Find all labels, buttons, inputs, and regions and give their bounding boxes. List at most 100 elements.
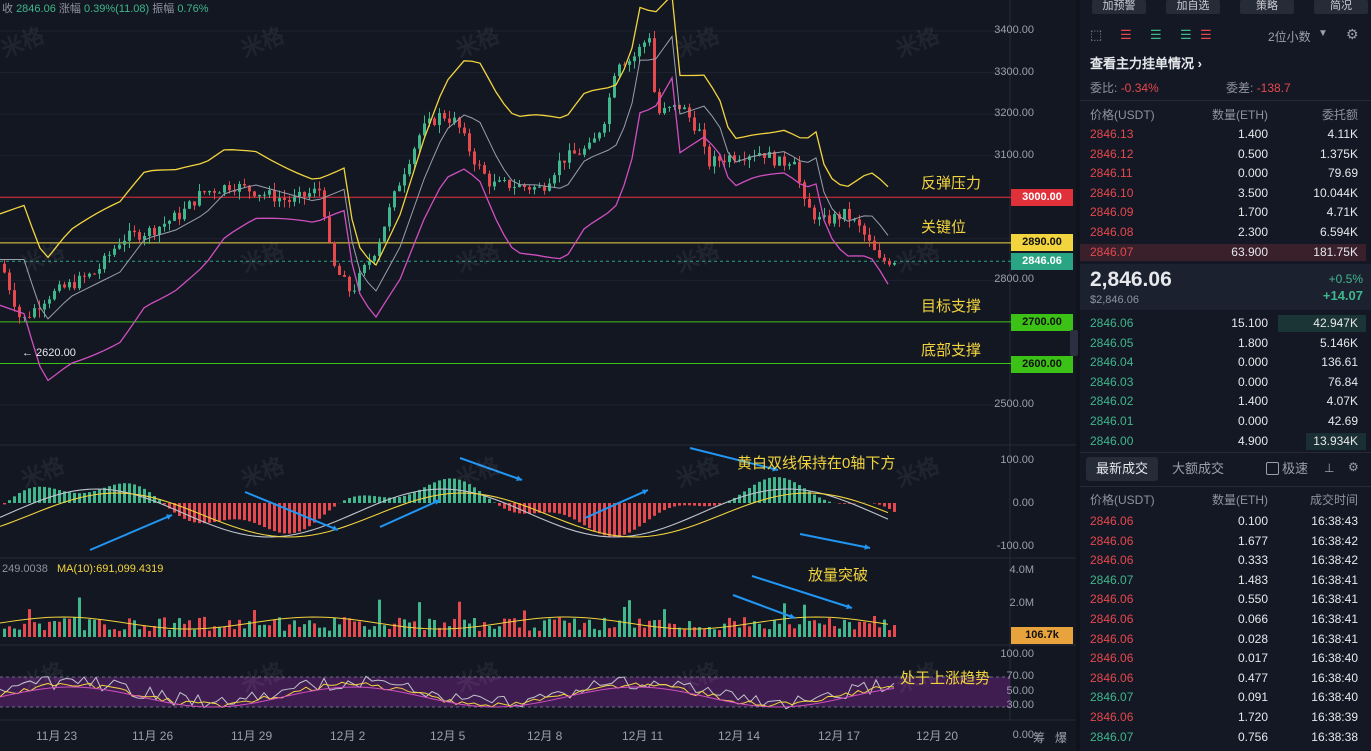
price-cell: 2846.06 [1090,514,1134,528]
macd-bar [233,503,236,520]
trade-row[interactable]: 2846.06 0.333 16:38:42 [1080,551,1366,570]
volume-bar [658,619,661,637]
view-asks-icon[interactable]: ☰ [1200,27,1212,42]
strategy-button[interactable]: 策略 [1240,0,1294,14]
macd-bar [3,503,6,505]
bid-row[interactable]: 2846.06 15.100 42.947K [1080,314,1366,333]
volume-bar [523,610,526,637]
tab-latest-trades[interactable]: 最新成交 [1086,457,1158,481]
volume-info: 249.0038 [2,563,48,575]
bid-row[interactable]: 2846.03 0.000 76.84 [1080,373,1366,392]
candle-body [883,257,886,262]
volume-bar [648,620,651,637]
ask-row[interactable]: 2846.11 0.000 79.69 [1080,164,1366,183]
view-both-icon[interactable]: ☰ [1120,27,1132,42]
price-axis-label: 3100.00 [994,149,1034,161]
volume-bar [678,627,681,637]
overview-button[interactable]: 简况 [1314,0,1368,14]
ask-row[interactable]: 2846.09 1.700 4.71K [1080,203,1366,222]
amount-cell: 0.550 [1237,592,1268,607]
volume-bar [798,624,801,637]
precision-select[interactable]: 2位小数 [1268,30,1311,44]
add-watchlist-button[interactable]: 加自选 [1166,0,1220,14]
volume-bar [703,628,706,637]
macd-bar [93,490,96,503]
macd-bar [538,503,541,513]
trade-row[interactable]: 2846.06 0.477 16:38:40 [1080,669,1366,688]
bid-row[interactable]: 2846.02 1.400 4.07K [1080,392,1366,411]
candle-body [343,275,346,277]
candle-body [788,164,791,166]
bid-row[interactable]: 2846.00 4.900 13.934K [1080,432,1366,451]
ask-row[interactable]: 2846.12 0.500 1.375K [1080,145,1366,164]
price-cell: 2846.12 [1090,146,1134,161]
price-cell: 2846.06 [1090,533,1134,548]
corner-label-1[interactable]: 筹 [1033,731,1046,745]
macd-bar [333,503,336,507]
trade-row[interactable]: 2846.07 1.483 16:38:41 [1080,571,1366,590]
time-axis-label: 12月 2 [330,729,366,743]
settings-gear-icon[interactable]: ⚙ [1348,460,1359,474]
candle-body [488,173,491,187]
bid-row[interactable]: 2846.01 0.000 42.69 [1080,412,1366,431]
trade-row[interactable]: 2846.06 0.017 16:38:40 [1080,649,1366,668]
chevron-down-icon[interactable]: ▼ [1318,28,1328,39]
tab-large-trades[interactable]: 大额成交 [1172,461,1225,476]
volume-bar [608,628,611,637]
bid-row[interactable]: 2846.05 1.800 5.146K [1080,334,1366,353]
corner-label-2[interactable]: 爆 [1055,731,1068,745]
candle-body [308,193,311,197]
trade-row[interactable]: 2846.06 1.720 16:38:39 [1080,708,1366,727]
time-cell: 16:38:41 [1311,612,1358,626]
bid-row[interactable]: 2846.04 0.000 136.61 [1080,353,1366,372]
volume-bar [3,628,6,637]
candle-body [358,273,361,291]
candlestick-chart[interactable] [0,0,1076,751]
candle-body [893,262,896,265]
settings-icon[interactable]: ⚙ [1346,26,1359,42]
volume-bar [638,618,641,637]
view-mode-icon[interactable]: ⬚ [1090,27,1103,42]
ask-row[interactable]: 2846.08 2.300 6.594K [1080,223,1366,242]
ask-row[interactable]: 2846.13 1.400 4.11K [1080,125,1366,144]
main-orders-link[interactable]: 查看主力挂单情况 › [1090,53,1202,72]
macd-bar [373,496,376,503]
volume-bar [643,627,646,637]
bollinger-lower [0,75,889,382]
macd-bar [553,503,556,513]
volume-bar [168,630,171,637]
macd-bar [178,503,181,517]
trade-row[interactable]: 2846.07 0.756 16:38:38 [1080,728,1366,747]
ask-row[interactable]: 2846.10 3.500 10.044K [1080,184,1366,203]
candle-body [773,151,776,166]
view-depth-icon[interactable]: ☰ [1180,27,1192,42]
add-alert-button[interactable]: 加预警 [1092,0,1146,14]
filter-icon[interactable]: ⊥ [1324,461,1335,475]
volume-bar [418,602,421,637]
macd-bar [703,503,706,507]
amount-cell: 1.677 [1237,533,1268,548]
trade-row[interactable]: 2846.07 0.091 16:38:40 [1080,688,1366,707]
ask-row[interactable]: 2846.07 63.900 181.75K [1080,243,1366,262]
trades-header: 价格(USDT) 数量(ETH) 成交时间 [1090,493,1358,507]
candle-body [113,248,116,255]
chart-panel[interactable]: 收 2846.06 涨幅 0.39%(11.08) 振幅 0.76% 3400.… [0,0,1076,751]
view-bids-icon[interactable]: ☰ [1150,27,1162,42]
macd-bar [713,503,716,506]
candle-body [123,240,126,245]
trade-row[interactable]: 2846.06 0.066 16:38:41 [1080,610,1366,629]
candle-body [733,155,736,161]
candle-body [38,308,41,310]
trade-row[interactable]: 2846.06 0.028 16:38:41 [1080,630,1366,649]
panel-collapse-handle[interactable] [1070,330,1078,356]
volume-bar [203,616,206,637]
volume-bar [363,626,366,637]
volume-bar [248,621,251,637]
candle-body [313,188,316,194]
trade-row[interactable]: 2846.06 0.550 16:38:41 [1080,590,1366,609]
trade-row[interactable]: 2846.06 0.100 16:38:43 [1080,512,1366,531]
speed-checkbox[interactable] [1266,462,1279,475]
price-cell: 2846.13 [1090,127,1134,141]
volume-bar [508,618,511,637]
trade-row[interactable]: 2846.06 1.677 16:38:42 [1080,532,1366,551]
